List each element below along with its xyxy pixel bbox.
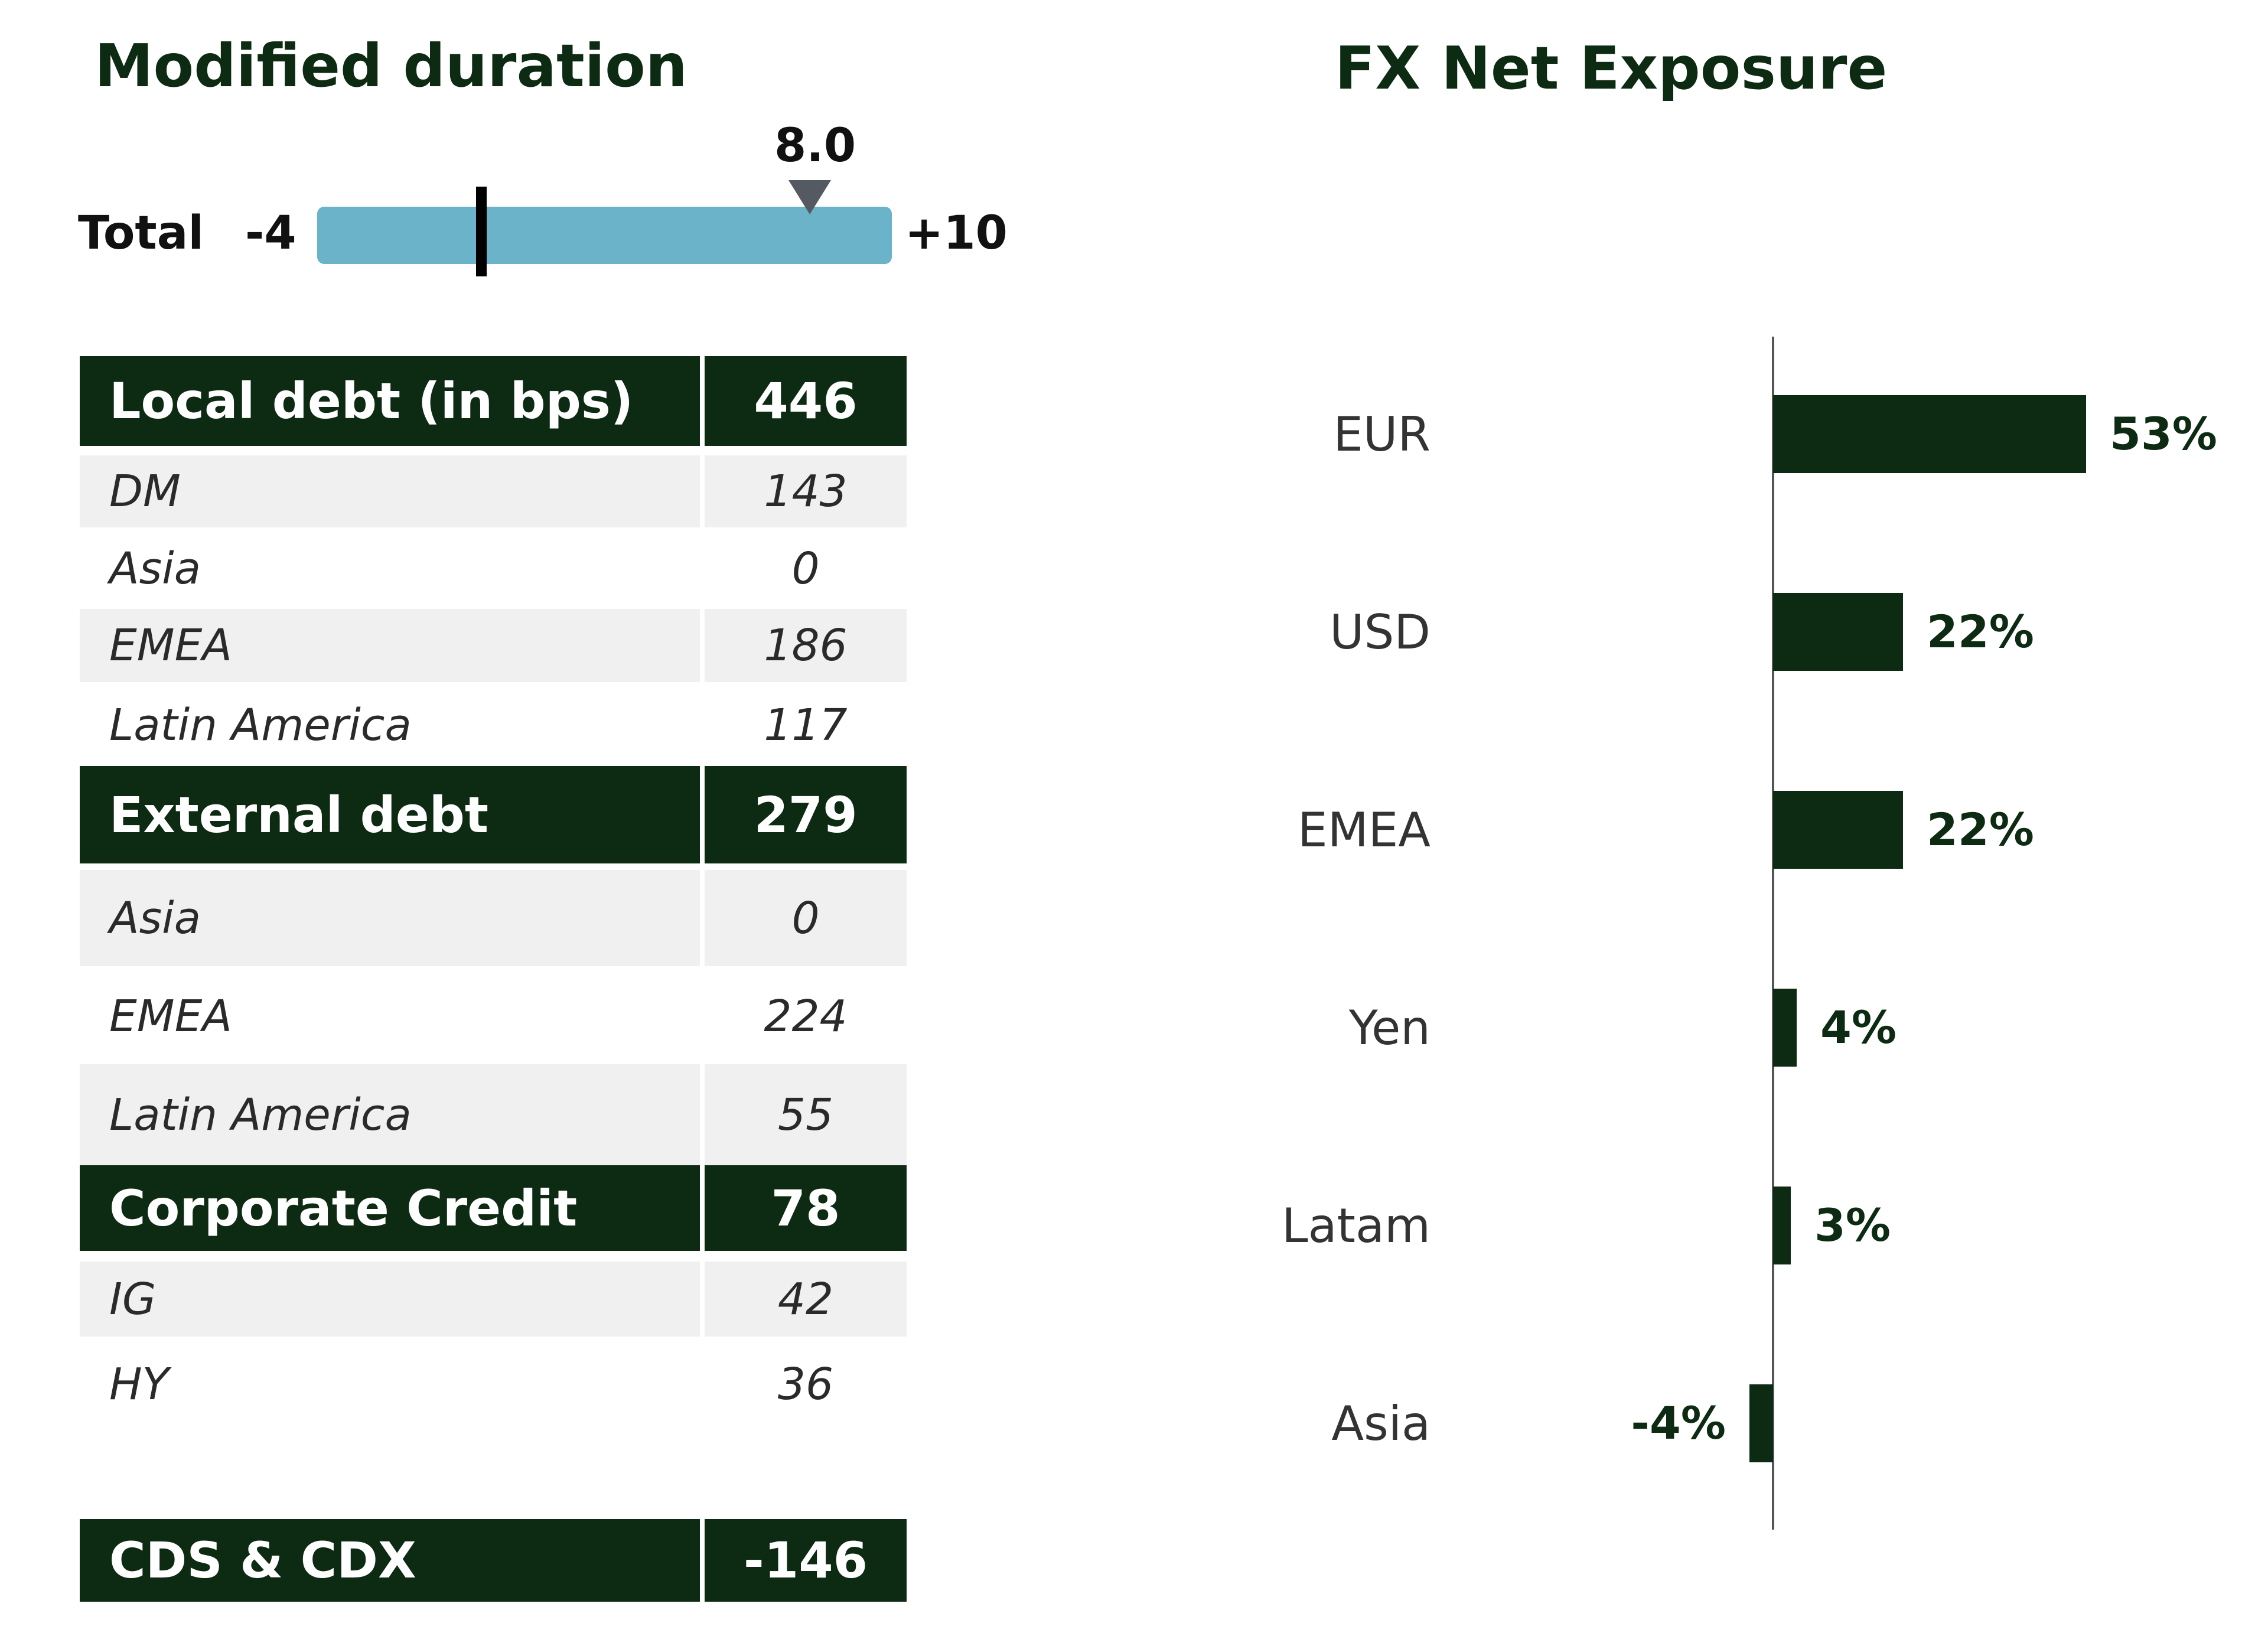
fx-category-label: EUR — [1333, 407, 1430, 462]
row-value: 78 — [705, 1165, 907, 1251]
fx-bar — [1773, 791, 1903, 869]
row-value: -146 — [705, 1519, 907, 1602]
row-label: EMEA — [109, 990, 232, 1042]
fx-category-label: Latam — [1282, 1198, 1430, 1253]
table-row: Latin America 117 — [80, 688, 907, 762]
row-label: Local debt (in bps) — [80, 356, 700, 446]
row-label: EMEA — [80, 609, 700, 682]
fx-bar — [1773, 395, 2086, 473]
row-label: Latin America — [80, 1064, 700, 1166]
row-value: 143 — [705, 455, 907, 527]
row-label: CDS & CDX — [80, 1519, 700, 1602]
row-label: Corporate Credit — [80, 1165, 700, 1251]
row-value: 0 — [791, 543, 820, 594]
modified-duration-title: Modified duration — [94, 31, 687, 100]
row-value: 36 — [777, 1358, 834, 1410]
table-row: HY 36 — [80, 1347, 907, 1422]
fx-value-label: 22% — [1927, 803, 2034, 856]
fx-category-label: Yen — [1348, 1000, 1430, 1055]
table-row: IG 42 — [80, 1262, 907, 1337]
row-value: 0 — [705, 870, 907, 966]
table-row: Local debt (in bps) 446 — [80, 356, 907, 446]
gauge-min-label: -4 — [245, 207, 296, 260]
fx-category-label: EMEA — [1298, 803, 1430, 858]
gauge-max-label: +10 — [905, 207, 1008, 260]
row-label: External debt — [80, 766, 700, 863]
fx-value-label: 4% — [1820, 1001, 1896, 1054]
row-label: DM — [80, 455, 700, 527]
duration-gauge-bar — [317, 207, 892, 264]
fx-category-label: USD — [1329, 605, 1430, 660]
gauge-marker-value: 8.0 — [774, 119, 856, 172]
row-value: 279 — [705, 766, 907, 863]
table-row: CDS & CDX -146 — [80, 1519, 907, 1602]
row-label: Asia — [80, 870, 700, 966]
fx-value-label: -4% — [1631, 1397, 1726, 1449]
fx-net-exposure-title: FX Net Exposure — [1335, 34, 1888, 103]
fx-bar — [1773, 989, 1797, 1067]
row-value: 186 — [705, 609, 907, 682]
table-row: Corporate Credit 78 — [80, 1165, 907, 1251]
row-value: 224 — [764, 990, 848, 1042]
fx-value-label: 53% — [2110, 408, 2217, 460]
table-row: Asia 0 — [80, 870, 907, 966]
table-row: External debt 279 — [80, 766, 907, 863]
row-label: IG — [80, 1262, 700, 1337]
fx-bar — [1773, 1187, 1791, 1264]
row-value: 117 — [764, 699, 848, 751]
row-label: Asia — [109, 543, 201, 594]
fx-category-label: Asia — [1331, 1396, 1430, 1451]
fx-bar — [1749, 1384, 1773, 1462]
gauge-total-label: Total — [78, 207, 204, 260]
row-label: HY — [109, 1358, 169, 1410]
row-value: 55 — [705, 1064, 907, 1166]
fx-value-label: 3% — [1814, 1199, 1891, 1251]
fx-value-label: 22% — [1927, 605, 2034, 658]
fx-bar — [1773, 593, 1903, 671]
table-row: EMEA 186 — [80, 609, 907, 682]
table-row: EMEA 224 — [80, 968, 907, 1064]
row-label: Latin America — [109, 699, 412, 751]
row-value: 446 — [705, 356, 907, 446]
table-row: DM 143 — [80, 455, 907, 527]
table-row: Asia 0 — [80, 534, 907, 603]
table-row: Latin America 55 — [80, 1064, 907, 1166]
row-value: 42 — [705, 1262, 907, 1337]
fx-net-exposure-chart: EUR 53% USD 22% EMEA 22% Yen 4% Latam 3% Asia -4% — [1282, 337, 2217, 1530]
gauge-zero-tick — [476, 187, 487, 276]
gauge-marker-triangle-icon — [788, 180, 831, 214]
